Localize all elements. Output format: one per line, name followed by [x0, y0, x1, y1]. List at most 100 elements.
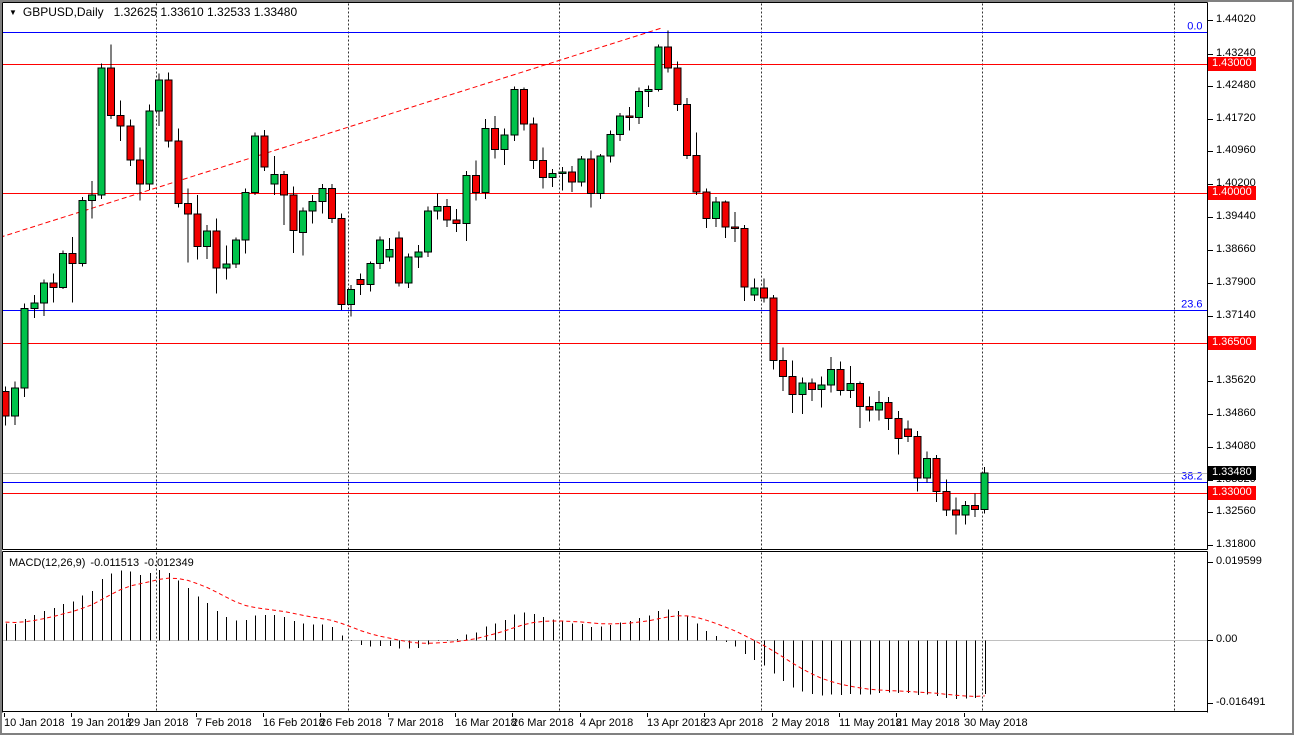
candle: [491, 116, 500, 159]
candle: [529, 117, 538, 170]
candle: [395, 231, 404, 287]
candle: [231, 237, 240, 268]
macd-histogram: [6, 570, 986, 700]
candle: [615, 113, 624, 142]
price-axis[interactable]: 1.44020 1.43240 1.42480 1.41720 1.40960 1.402…: [1208, 0, 1294, 713]
date-tick-mark: [263, 713, 264, 717]
current-price-badge: 1.33480: [1208, 466, 1256, 480]
bearish-candle-body: [913, 436, 922, 479]
bearish-candle-body: [587, 158, 596, 195]
bearish-candle-body: [174, 140, 183, 204]
candle: [11, 381, 20, 426]
bearish-candle-body: [519, 89, 528, 125]
bullish-candle-body: [548, 172, 557, 179]
date-tick-label: 2 May 2018: [772, 717, 830, 729]
candle: [663, 30, 672, 73]
candle: [923, 451, 932, 483]
bullish-candle-body: [500, 134, 509, 151]
bearish-candle-body: [279, 174, 288, 196]
date-tick-label: 29 Jan 2018: [128, 717, 189, 729]
candles: [1, 30, 989, 535]
date-tick-mark: [71, 713, 72, 717]
price-tick-label: 1.37900: [1216, 276, 1256, 288]
date-tick-label: 4 Apr 2018: [580, 717, 634, 729]
price-tick-mark: [1208, 20, 1213, 21]
fibonacci-label: 38.2: [1181, 471, 1202, 483]
candle: [942, 479, 951, 516]
candle: [414, 245, 423, 268]
candle: [20, 303, 29, 397]
candle: [644, 85, 653, 107]
bullish-candle-body: [827, 369, 836, 386]
candle: [116, 100, 125, 142]
price-tick-mark: [1208, 54, 1213, 55]
bearish-candle-body: [356, 278, 365, 286]
bearish-candle-body: [702, 191, 711, 219]
date-axis[interactable]: 10 Jan 2018 19 Jan 2018 29 Jan 2018 7 Feb 2…: [0, 713, 1208, 735]
bearish-candle-body: [894, 418, 903, 439]
candle: [481, 118, 490, 200]
candle: [59, 250, 68, 289]
candle: [846, 365, 855, 399]
bearish-candle-body: [807, 382, 816, 390]
candle: [827, 356, 836, 393]
candle: [260, 129, 269, 172]
candle: [500, 128, 509, 165]
candle: [126, 119, 135, 167]
candle: [423, 206, 432, 258]
bullish-candle-body: [481, 127, 490, 194]
bullish-candle-body: [20, 308, 29, 389]
price-tick-mark: [1208, 316, 1213, 317]
candle: [961, 501, 970, 525]
candle: [203, 224, 212, 259]
main-chart-pane[interactable]: 0.0 23.6 38.2: [0, 0, 1208, 551]
candle: [347, 285, 356, 317]
candle: [135, 147, 144, 201]
bullish-candle-body: [433, 205, 442, 212]
candle: [49, 273, 58, 303]
bullish-candle-body: [366, 263, 375, 286]
fibonacci-label: 23.6: [1181, 299, 1202, 311]
bearish-candle-body: [126, 125, 135, 161]
date-tick-mark: [964, 713, 965, 717]
date-tick-label: 7 Feb 2018: [196, 717, 252, 729]
candle: [932, 454, 941, 503]
candle: [625, 106, 634, 131]
bearish-candle-body: [337, 217, 346, 305]
bearish-candle-body: [692, 154, 701, 193]
fibonacci-label: 0.0: [1187, 21, 1202, 33]
bullish-candle-body: [654, 46, 663, 91]
macd-pane[interactable]: [0, 551, 1208, 713]
candle: [577, 156, 586, 187]
candle: [327, 184, 336, 223]
macd-tick-label: 0.019599: [1216, 555, 1262, 567]
bullish-candle-body: [347, 288, 356, 305]
bearish-candle-body: [951, 509, 960, 516]
macd-name: MACD(12,26,9): [9, 557, 86, 569]
candle: [654, 44, 663, 92]
trendline[interactable]: [0, 27, 662, 238]
bullish-candle-body: [30, 302, 39, 310]
symbol-dropdown-icon[interactable]: ▼: [9, 8, 17, 17]
bearish-candle-body: [193, 213, 202, 247]
date-tick-label: 26 Feb 2018: [320, 717, 382, 729]
date-tick-label: 16 Feb 2018: [263, 717, 325, 729]
bullish-candle-body: [875, 401, 884, 411]
date-tick-mark: [320, 713, 321, 717]
bullish-candle-body: [462, 175, 471, 225]
macd-indicator-label: MACD(12,26,9) -0.011513 -0.012349: [9, 557, 199, 569]
bullish-candle-body: [577, 158, 586, 183]
date-tick-mark: [772, 713, 773, 717]
candle: [87, 181, 96, 219]
candle: [299, 207, 308, 256]
date-tick-label: 13 Apr 2018: [647, 717, 707, 729]
candle: [683, 98, 692, 160]
chart-title: ▼ GBPUSD,Daily 1.32625 1.33610 1.32533 1.3…: [9, 5, 297, 19]
bearish-candle-body: [663, 46, 672, 69]
bullish-candle-body: [615, 115, 624, 136]
macd-signal-line: [5, 577, 985, 697]
candle: [462, 171, 471, 241]
bullish-candle-body: [414, 251, 423, 258]
bearish-candle-body: [625, 115, 634, 119]
